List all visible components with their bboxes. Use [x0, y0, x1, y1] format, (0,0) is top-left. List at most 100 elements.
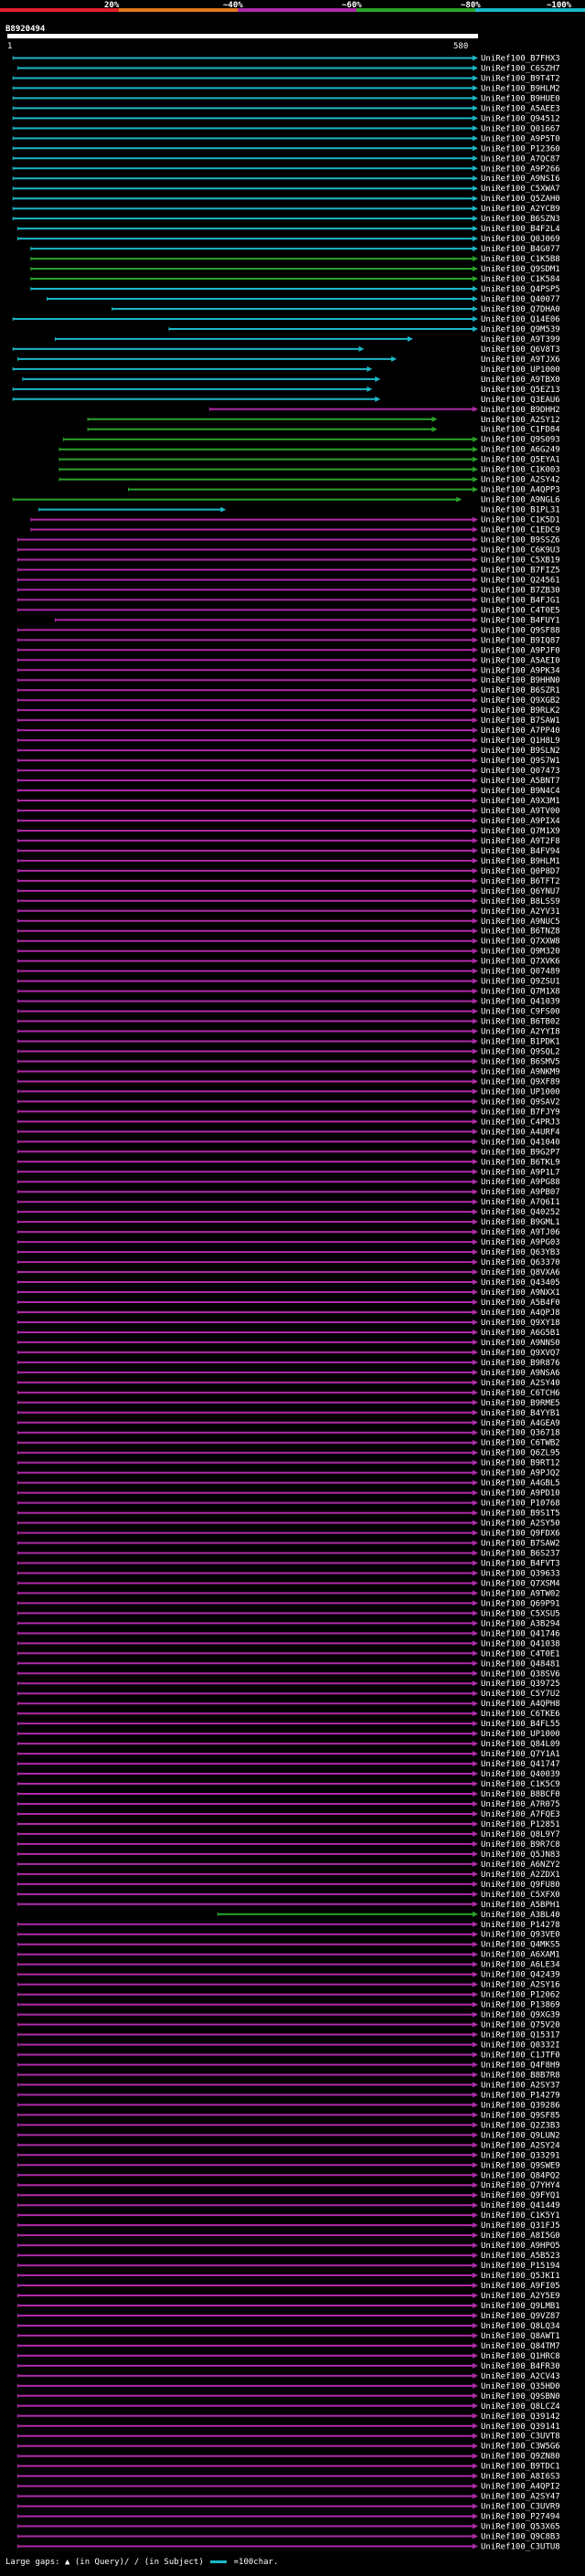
- hit-label[interactable]: UniRef100_Q33291: [481, 2151, 560, 2160]
- hit-label[interactable]: UniRef100_Q84PQ2: [481, 2171, 560, 2180]
- hit-label[interactable]: UniRef100_C5XFX0: [481, 1891, 560, 1900]
- hit-label[interactable]: UniRef100_Q9C8B3: [481, 2533, 560, 2542]
- hit-label[interactable]: UniRef100_B7SAW1: [481, 716, 560, 726]
- hit-label[interactable]: UniRef100_Q3EAU6: [481, 396, 560, 405]
- hit-label[interactable]: UniRef100_B9RT12: [481, 1459, 560, 1468]
- hit-label[interactable]: UniRef100_P14279: [481, 2091, 560, 2100]
- hit-label[interactable]: UniRef100_C1K003: [481, 466, 560, 475]
- hit-label[interactable]: UniRef100_A9TW02: [481, 1589, 560, 1598]
- hit-label[interactable]: UniRef100_UP1000: [481, 366, 560, 375]
- hit-label[interactable]: UniRef100_Q40252: [481, 1208, 560, 1217]
- hit-label[interactable]: UniRef100_Q41747: [481, 1760, 560, 1769]
- hit-label[interactable]: UniRef100_C4T0E1: [481, 1649, 560, 1659]
- hit-label[interactable]: UniRef100_C6SZH7: [481, 64, 560, 73]
- hit-label[interactable]: UniRef100_Q7YHY4: [481, 2181, 560, 2190]
- hit-label[interactable]: UniRef100_A9PIX4: [481, 817, 560, 826]
- hit-label[interactable]: UniRef100_Q94512: [481, 114, 560, 123]
- hit-label[interactable]: UniRef100_Q4PSP5: [481, 285, 560, 294]
- hit-label[interactable]: UniRef100_Q41040: [481, 1138, 560, 1147]
- hit-label[interactable]: UniRef100_A7FQE3: [481, 1810, 560, 1819]
- hit-label[interactable]: UniRef100_Q0J069: [481, 235, 560, 244]
- hit-label[interactable]: UniRef100_Q9VZ87: [481, 2312, 560, 2321]
- hit-label[interactable]: UniRef100_Q9SWE9: [481, 2161, 560, 2170]
- hit-label[interactable]: UniRef100_Q9XVQ7: [481, 1349, 560, 1358]
- hit-label[interactable]: UniRef100_B7FIZ5: [481, 566, 560, 575]
- hit-label[interactable]: UniRef100_Q39142: [481, 2412, 560, 2422]
- hit-label[interactable]: UniRef100_Q1H8L9: [481, 737, 560, 746]
- hit-label[interactable]: UniRef100_Q9S7W1: [481, 757, 560, 766]
- hit-label[interactable]: UniRef100_B8B7R8: [481, 2071, 560, 2080]
- hit-label[interactable]: UniRef100_Q5JN83: [481, 1850, 560, 1860]
- hit-label[interactable]: UniRef100_A9PD10: [481, 1489, 560, 1499]
- hit-label[interactable]: UniRef100_Q69P91: [481, 1599, 560, 1608]
- hit-label[interactable]: UniRef100_A2SY24: [481, 2141, 560, 2150]
- hit-label[interactable]: UniRef100_Q41746: [481, 1629, 560, 1638]
- hit-label[interactable]: UniRef100_Q93VE0: [481, 1931, 560, 1940]
- hit-label[interactable]: UniRef100_Q9FU80: [481, 1881, 560, 1890]
- hit-label[interactable]: UniRef100_C3UVT8: [481, 2433, 560, 2442]
- hit-label[interactable]: UniRef100_C4T0E5: [481, 606, 560, 615]
- hit-label[interactable]: UniRef100_A8I5G0: [481, 2231, 560, 2241]
- hit-label[interactable]: UniRef100_B6S237: [481, 1549, 560, 1558]
- hit-label[interactable]: UniRef100_Q9SQL2: [481, 1048, 560, 1057]
- hit-label[interactable]: UniRef100_A9PB07: [481, 1188, 560, 1197]
- hit-label[interactable]: UniRef100_Q07489: [481, 968, 560, 977]
- hit-label[interactable]: UniRef100_A9TV00: [481, 807, 560, 816]
- hit-label[interactable]: UniRef100_Q40039: [481, 1770, 560, 1779]
- hit-label[interactable]: UniRef100_B9HLM2: [481, 84, 560, 93]
- hit-label[interactable]: UniRef100_B9DHH2: [481, 406, 560, 415]
- hit-label[interactable]: UniRef100_Q84TM7: [481, 2342, 560, 2351]
- hit-label[interactable]: UniRef100_B9RME5: [481, 1399, 560, 1408]
- hit-label[interactable]: UniRef100_A2YCB9: [481, 205, 560, 214]
- hit-label[interactable]: UniRef100_A2SY42: [481, 476, 560, 485]
- hit-label[interactable]: UniRef100_A4QPI2: [481, 2483, 560, 2492]
- hit-label[interactable]: UniRef100_B9HHN0: [481, 676, 560, 685]
- hit-label[interactable]: UniRef100_A9PG88: [481, 1178, 560, 1187]
- hit-label[interactable]: UniRef100_C5Y7U2: [481, 1690, 560, 1699]
- hit-label[interactable]: UniRef100_C6TWB2: [481, 1439, 560, 1448]
- hit-label[interactable]: UniRef100_A9P5T0: [481, 134, 560, 143]
- hit-label[interactable]: UniRef100_Q9SBN0: [481, 2392, 560, 2401]
- hit-label[interactable]: UniRef100_A4QPJ8: [481, 1309, 560, 1318]
- hit-label[interactable]: UniRef100_B4G077: [481, 245, 560, 254]
- hit-label[interactable]: UniRef100_B4FUY1: [481, 616, 560, 625]
- hit-label[interactable]: UniRef100_Q7Y1A1: [481, 1750, 560, 1759]
- hit-label[interactable]: UniRef100_C6K9U3: [481, 546, 560, 556]
- hit-label[interactable]: UniRef100_A2Y5E9: [481, 2292, 560, 2301]
- hit-label[interactable]: UniRef100_B9HUE0: [481, 94, 560, 103]
- hit-label[interactable]: UniRef100_A5BPH1: [481, 1901, 560, 1910]
- hit-label[interactable]: UniRef100_B4FR30: [481, 2362, 560, 2371]
- hit-label[interactable]: UniRef100_P12062: [481, 1991, 560, 2000]
- hit-label[interactable]: UniRef100_Q63YB3: [481, 1248, 560, 1257]
- hit-label[interactable]: UniRef100_B4F2L4: [481, 225, 560, 234]
- hit-label[interactable]: UniRef100_Q39141: [481, 2422, 560, 2432]
- hit-label[interactable]: UniRef100_B9G2P7: [481, 1148, 560, 1157]
- hit-label[interactable]: UniRef100_A2CV43: [481, 2372, 560, 2381]
- hit-label[interactable]: UniRef100_A9PJF0: [481, 646, 560, 655]
- hit-label[interactable]: UniRef100_A9NGL6: [481, 496, 560, 505]
- hit-label[interactable]: UniRef100_Q63370: [481, 1258, 560, 1267]
- hit-label[interactable]: UniRef100_A9X3M1: [481, 797, 560, 806]
- hit-label[interactable]: UniRef100_A6NZY2: [481, 1860, 560, 1870]
- hit-label[interactable]: UniRef100_B7FHX3: [481, 54, 560, 63]
- hit-label[interactable]: UniRef100_B9T4T2: [481, 74, 560, 83]
- hit-label[interactable]: UniRef100_A8I6S3: [481, 2473, 560, 2482]
- hit-label[interactable]: UniRef100_Q1HRC8: [481, 2352, 560, 2361]
- hit-label[interactable]: UniRef100_Q5EZ13: [481, 386, 560, 395]
- hit-label[interactable]: UniRef100_C5XSU5: [481, 1609, 560, 1618]
- hit-label[interactable]: UniRef100_Q6YNU7: [481, 887, 560, 896]
- hit-label[interactable]: UniRef100_A3BL40: [481, 1911, 560, 1920]
- hit-label[interactable]: UniRef100_A7Q6I1: [481, 1198, 560, 1207]
- hit-label[interactable]: UniRef100_B6TNZ8: [481, 928, 560, 937]
- hit-label[interactable]: UniRef100_Q31FJ5: [481, 2221, 560, 2231]
- hit-label[interactable]: UniRef100_P14278: [481, 1921, 560, 1930]
- hit-label[interactable]: UniRef100_A9HPO5: [481, 2242, 560, 2251]
- hit-label[interactable]: UniRef100_C1K5C9: [481, 1780, 560, 1789]
- hit-label[interactable]: UniRef100_Q7XSM4: [481, 1579, 560, 1588]
- hit-label[interactable]: UniRef100_B8LSS9: [481, 897, 560, 906]
- hit-label[interactable]: UniRef100_C1EDC9: [481, 526, 560, 535]
- hit-label[interactable]: UniRef100_Q14E06: [481, 315, 560, 324]
- hit-label[interactable]: UniRef100_Q35HD0: [481, 2382, 560, 2391]
- hit-label[interactable]: UniRef100_Q8AWT1: [481, 2332, 560, 2341]
- hit-label[interactable]: UniRef100_C1K584: [481, 275, 560, 284]
